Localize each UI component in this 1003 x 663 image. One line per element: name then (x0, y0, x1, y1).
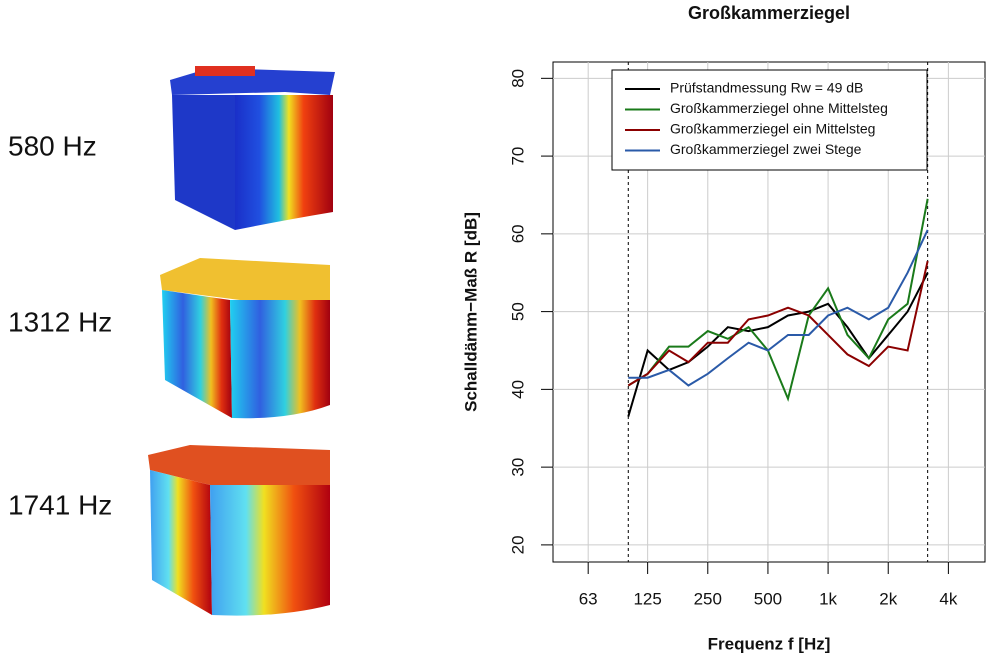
mode-label: 1741 Hz (8, 489, 112, 520)
y-tick-label: 50 (508, 302, 527, 321)
y-tick-label: 70 (508, 147, 527, 166)
x-tick-label: 63 (579, 589, 598, 608)
series-line (627, 198, 929, 402)
x-tick-label: 4k (939, 589, 957, 608)
x-tick-label: 500 (754, 589, 782, 608)
legend-label: Großkammerziegel zwei Stege (670, 141, 862, 157)
legend-label: Großkammerziegel ein Mittelsteg (670, 121, 875, 137)
y-tick-label: 60 (508, 224, 527, 243)
legend-label: Großkammerziegel ohne Mittelsteg (670, 100, 888, 116)
legend-box (611, 69, 928, 171)
y-tick-label: 80 (508, 69, 527, 88)
chart-title: Großkammerziegel (688, 3, 850, 23)
block-side (172, 95, 235, 230)
block-front (210, 485, 330, 616)
series-line (627, 272, 929, 417)
y-axis-label: Schalldämm−Maß R [dB] (461, 212, 480, 412)
x-tick-label: 2k (879, 589, 897, 608)
series-line (627, 260, 929, 387)
x-tick-label: 125 (633, 589, 661, 608)
y-tick-label: 30 (508, 458, 527, 477)
legend-label: Prüfstandmessung Rw = 49 dB (670, 80, 863, 96)
mode-label: 1312 Hz (8, 306, 112, 337)
x-axis-label: Frequenz f [Hz] (708, 634, 831, 653)
block-top (148, 445, 330, 485)
block-front (230, 300, 330, 419)
y-tick-label: 20 (508, 535, 527, 554)
block-top (160, 258, 330, 300)
x-tick-label: 250 (694, 589, 722, 608)
mode-images (148, 66, 335, 616)
mode-label: 580 Hz (8, 130, 97, 161)
block-front (235, 95, 333, 230)
x-tick-label: 1k (819, 589, 837, 608)
series-line (628, 229, 929, 387)
block-side (162, 290, 232, 418)
block-hotspot (195, 66, 255, 76)
block-side (150, 470, 212, 615)
y-tick-label: 40 (508, 380, 527, 399)
